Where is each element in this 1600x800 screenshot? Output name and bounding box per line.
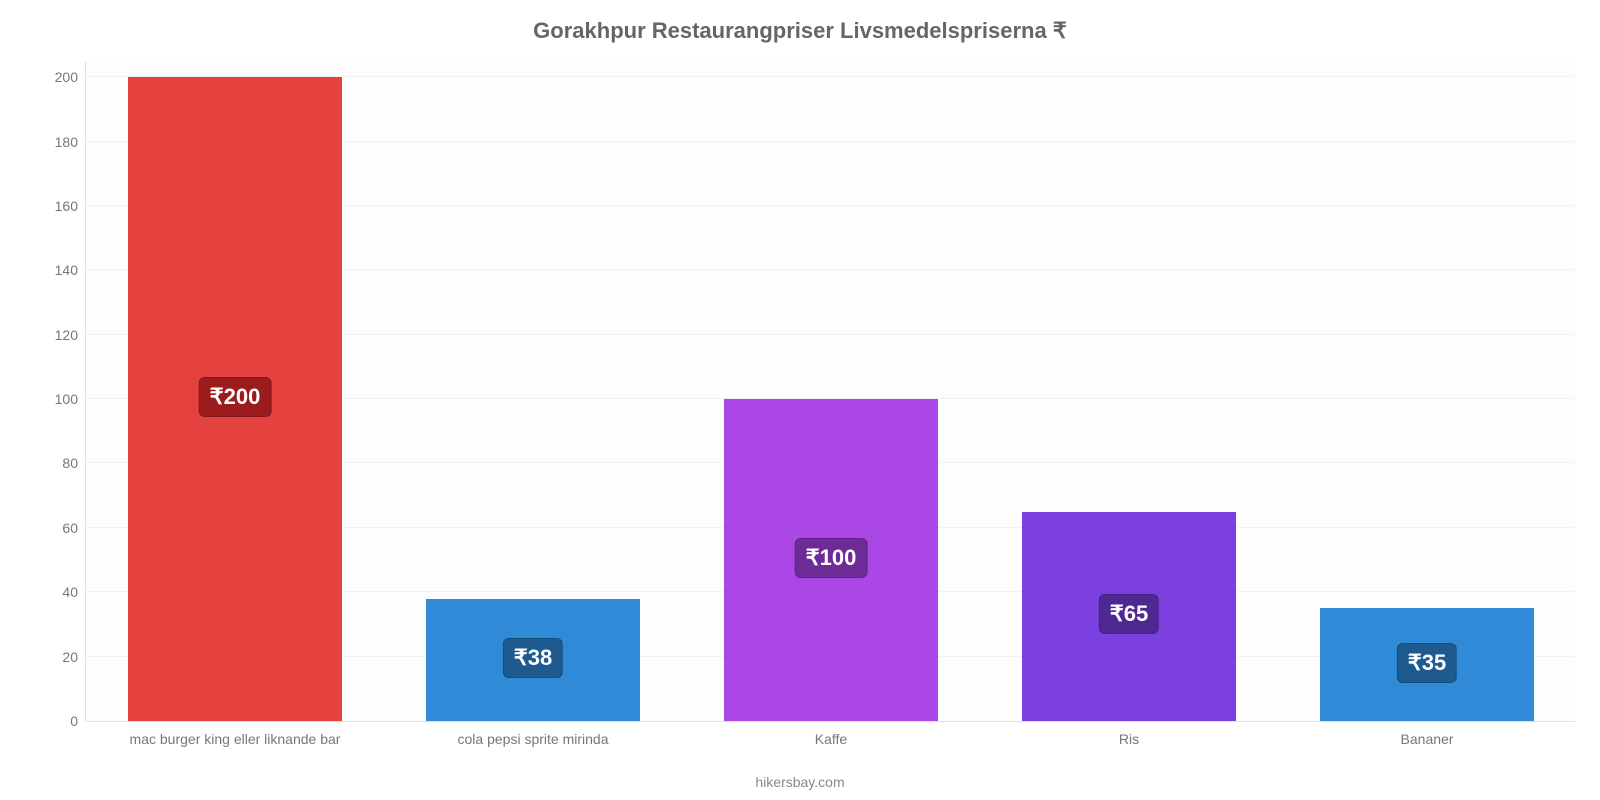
y-tick-label: 20	[62, 649, 78, 665]
chart-title: Gorakhpur Restaurangpriser Livsmedelspri…	[0, 18, 1600, 44]
y-tick-label: 160	[55, 198, 78, 214]
value-badge: ₹65	[1099, 594, 1159, 634]
value-badge: ₹35	[1397, 643, 1457, 683]
source-label: hikersbay.com	[0, 774, 1600, 790]
bar: ₹100	[724, 399, 939, 721]
value-badge: ₹200	[199, 377, 272, 417]
x-tick-label: mac burger king eller liknande bar	[130, 731, 341, 747]
y-tick-label: 0	[70, 713, 78, 729]
x-tick-label: Bananer	[1401, 731, 1454, 747]
y-tick-label: 120	[55, 327, 78, 343]
y-tick-label: 40	[62, 584, 78, 600]
y-tick-label: 60	[62, 520, 78, 536]
chart-container: Gorakhpur Restaurangpriser Livsmedelspri…	[0, 0, 1600, 800]
bar: ₹35	[1320, 608, 1535, 721]
x-tick-label: Ris	[1119, 731, 1139, 747]
bar: ₹38	[426, 599, 641, 721]
y-tick-label: 200	[55, 69, 78, 85]
y-tick-label: 80	[62, 455, 78, 471]
y-tick-label: 140	[55, 262, 78, 278]
value-badge: ₹38	[503, 638, 563, 678]
y-tick-label: 100	[55, 391, 78, 407]
bar: ₹65	[1022, 512, 1237, 721]
bar: ₹200	[128, 77, 343, 721]
plot-area: 020406080100120140160180200₹200mac burge…	[85, 62, 1575, 722]
x-tick-label: Kaffe	[815, 731, 847, 747]
y-tick-label: 180	[55, 134, 78, 150]
value-badge: ₹100	[795, 538, 868, 578]
x-tick-label: cola pepsi sprite mirinda	[458, 731, 609, 747]
